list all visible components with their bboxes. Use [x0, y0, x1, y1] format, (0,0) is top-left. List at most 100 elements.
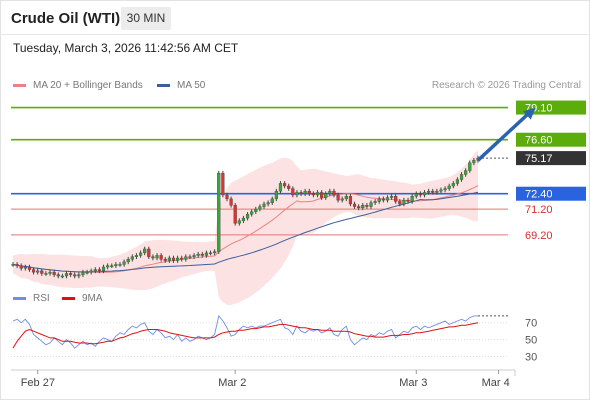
candle-body — [320, 192, 324, 198]
interval-button[interactable]: 30 MIN — [121, 7, 171, 30]
candle-body — [422, 192, 427, 196]
bollinger-band — [13, 149, 478, 305]
candle-body — [394, 196, 398, 202]
legend-rsi-label: RSI — [33, 293, 50, 304]
candle-body — [40, 270, 44, 274]
candle-body — [311, 193, 315, 196]
candle-body — [282, 183, 287, 187]
candle-body — [299, 192, 303, 194]
candle-body — [291, 188, 295, 196]
candle-body — [270, 198, 274, 203]
level-label-71.20: 71.20 — [525, 204, 553, 216]
legend-rsi: RSI — [13, 293, 50, 304]
x-tick-label: Mar 2 — [218, 377, 246, 389]
candle-body — [213, 251, 217, 254]
legend-rsi-ma: 9MA — [62, 293, 103, 304]
candle-body — [217, 172, 221, 252]
candle-body — [101, 266, 106, 272]
candle-body — [118, 264, 122, 266]
candle-body — [287, 185, 291, 189]
candle-body — [11, 264, 15, 266]
candle-body — [266, 202, 270, 205]
candle-body — [455, 179, 460, 184]
candle-body — [414, 193, 418, 197]
legend-ma20: MA 20 + Bollinger Bands — [13, 80, 143, 91]
candle-body — [229, 198, 233, 206]
candle-body — [106, 265, 110, 268]
candle-body — [23, 266, 27, 269]
forecast-arrow-head — [523, 107, 536, 120]
candle-body — [69, 273, 73, 275]
level-box-72.40 — [516, 186, 586, 201]
candle-body — [200, 253, 204, 256]
legend-rsi-swatch — [13, 296, 26, 300]
candle-body — [196, 253, 200, 256]
legend-rsi-ma-label: 9MA — [82, 293, 103, 304]
candle-body — [184, 256, 188, 260]
candle-body — [439, 189, 443, 192]
candle-body — [130, 256, 134, 260]
candle-body — [97, 269, 102, 272]
legend-ma50: MA 50 — [157, 80, 205, 91]
candle-body — [443, 188, 447, 191]
candle-body — [176, 257, 180, 261]
candle-body — [377, 198, 381, 202]
candle-body — [369, 202, 373, 207]
x-tick-label: Mar 3 — [399, 377, 427, 389]
candle-body — [134, 255, 139, 257]
candle-body — [340, 198, 344, 201]
forecast-arrow-shaft — [476, 111, 531, 162]
x-tick-label: Feb 27 — [21, 377, 55, 389]
candle-body — [52, 271, 56, 275]
candle-body — [208, 252, 213, 255]
candle-body — [303, 190, 307, 194]
candle-body — [233, 205, 237, 224]
candle-body — [180, 257, 184, 260]
candle-body — [258, 206, 262, 210]
candle-body — [60, 275, 64, 278]
candle-body — [147, 248, 151, 257]
candle-body — [81, 271, 85, 275]
legend-rsi-ma-swatch — [62, 296, 75, 300]
candle-body — [204, 252, 209, 256]
candle-body — [167, 257, 171, 261]
candle-body — [36, 270, 40, 273]
candle-body — [77, 274, 81, 277]
candle-body — [56, 274, 60, 277]
candle-body — [385, 197, 390, 201]
credit-text: Research © 2026 Trading Central — [431, 80, 581, 91]
candle-body — [143, 248, 147, 254]
candle-body — [27, 266, 32, 270]
candle-body — [221, 172, 225, 196]
level-label-75.17: 75.17 — [525, 153, 553, 165]
candle-body — [328, 190, 332, 194]
level-box-76.60 — [516, 132, 586, 147]
candle-body — [250, 211, 254, 215]
instrument-title: Crude Oil (WTI) — [11, 10, 121, 27]
legend-ma20-swatch — [13, 83, 26, 87]
candle-body — [245, 214, 250, 219]
candle-body — [126, 259, 130, 263]
candle-body — [151, 256, 155, 259]
chart-header: Crude Oil (WTI) 30 MIN — [0, 0, 590, 35]
candle-body — [336, 194, 340, 201]
candle-body — [73, 274, 77, 277]
candle-body — [114, 264, 118, 266]
candle-body — [381, 198, 385, 201]
candle-body — [295, 192, 299, 196]
legend-ma50-label: MA 50 — [177, 80, 206, 91]
candle-body — [389, 196, 394, 198]
candle-body — [225, 194, 229, 200]
legend-ma50-swatch — [157, 83, 170, 87]
candle-body — [459, 174, 464, 180]
candle-body — [361, 205, 365, 209]
candle-body — [427, 190, 431, 193]
level-label-76.60: 76.60 — [525, 135, 553, 147]
candle-body — [324, 193, 328, 198]
rsi-tick-50: 50 — [525, 335, 537, 347]
legend-ma20-label: MA 20 + Bollinger Bands — [33, 80, 143, 91]
candle-body — [431, 190, 435, 193]
candle-body — [262, 203, 266, 207]
candle-body — [44, 273, 48, 275]
timestamp: Tuesday, March 3, 2026 11:42:56 AM CET — [13, 41, 239, 55]
